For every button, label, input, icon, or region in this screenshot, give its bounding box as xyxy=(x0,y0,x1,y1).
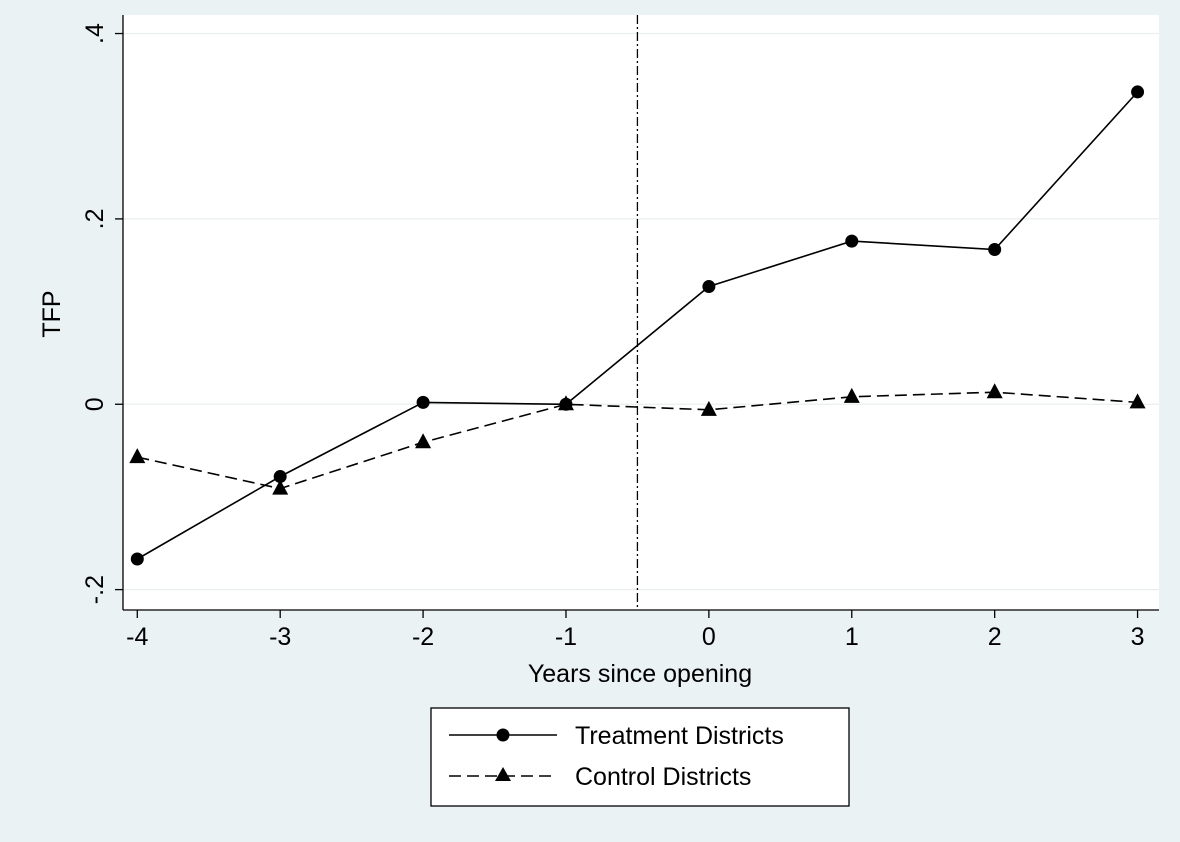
data-point-treatment xyxy=(273,470,287,484)
x-tick-label: 0 xyxy=(702,623,716,651)
data-point-control xyxy=(272,479,289,495)
data-point-control xyxy=(415,433,432,449)
x-tick-label: 3 xyxy=(1131,623,1145,651)
legend-treatment-label: Treatment Districts xyxy=(575,722,784,750)
x-tick-label: -2 xyxy=(412,623,434,651)
legend: Treatment Districts Control Districts xyxy=(430,707,850,807)
x-tick-label: -4 xyxy=(126,623,148,651)
grid-lines xyxy=(123,32,1159,591)
plot-area xyxy=(123,15,1159,610)
x-tick-label: 1 xyxy=(845,623,859,651)
data-point-control xyxy=(986,383,1003,399)
legend-box xyxy=(430,707,850,807)
y-tick-label: 0 xyxy=(81,397,109,411)
data-point-control xyxy=(129,448,146,464)
y-ticks: -.2 0 .2 .4 xyxy=(81,23,123,604)
data-point-treatment xyxy=(1131,85,1145,99)
x-axis-label: Years since opening xyxy=(528,660,752,688)
data-point-control xyxy=(557,395,574,411)
x-ticks: -4 -3 -2 -1 0 1 2 3 xyxy=(126,610,1145,651)
data-point-treatment xyxy=(988,242,1002,256)
y-tick-label: .2 xyxy=(81,208,109,229)
y-tick-label: .4 xyxy=(81,23,109,44)
data-point-treatment xyxy=(130,552,144,566)
legend-control-label: Control Districts xyxy=(575,763,751,791)
x-tick-label: -1 xyxy=(555,623,577,651)
data-point-control xyxy=(1129,393,1146,409)
axes xyxy=(122,15,1159,611)
legend-treatment-marker xyxy=(496,728,510,742)
y-axis-label: TFP xyxy=(38,290,66,337)
data-point-control xyxy=(843,387,860,403)
data-point-control xyxy=(700,400,717,416)
x-tick-label: -3 xyxy=(269,623,291,651)
data-point-treatment xyxy=(845,234,859,248)
series-line-control xyxy=(137,391,1138,490)
data-point-treatment xyxy=(416,395,430,409)
legend-control-marker xyxy=(495,767,511,781)
series-layer xyxy=(129,85,1146,566)
x-tick-label: 2 xyxy=(988,623,1002,651)
data-point-treatment xyxy=(702,280,716,294)
series-line-treatment xyxy=(136,91,1139,560)
y-tick-label: -.2 xyxy=(81,575,109,604)
